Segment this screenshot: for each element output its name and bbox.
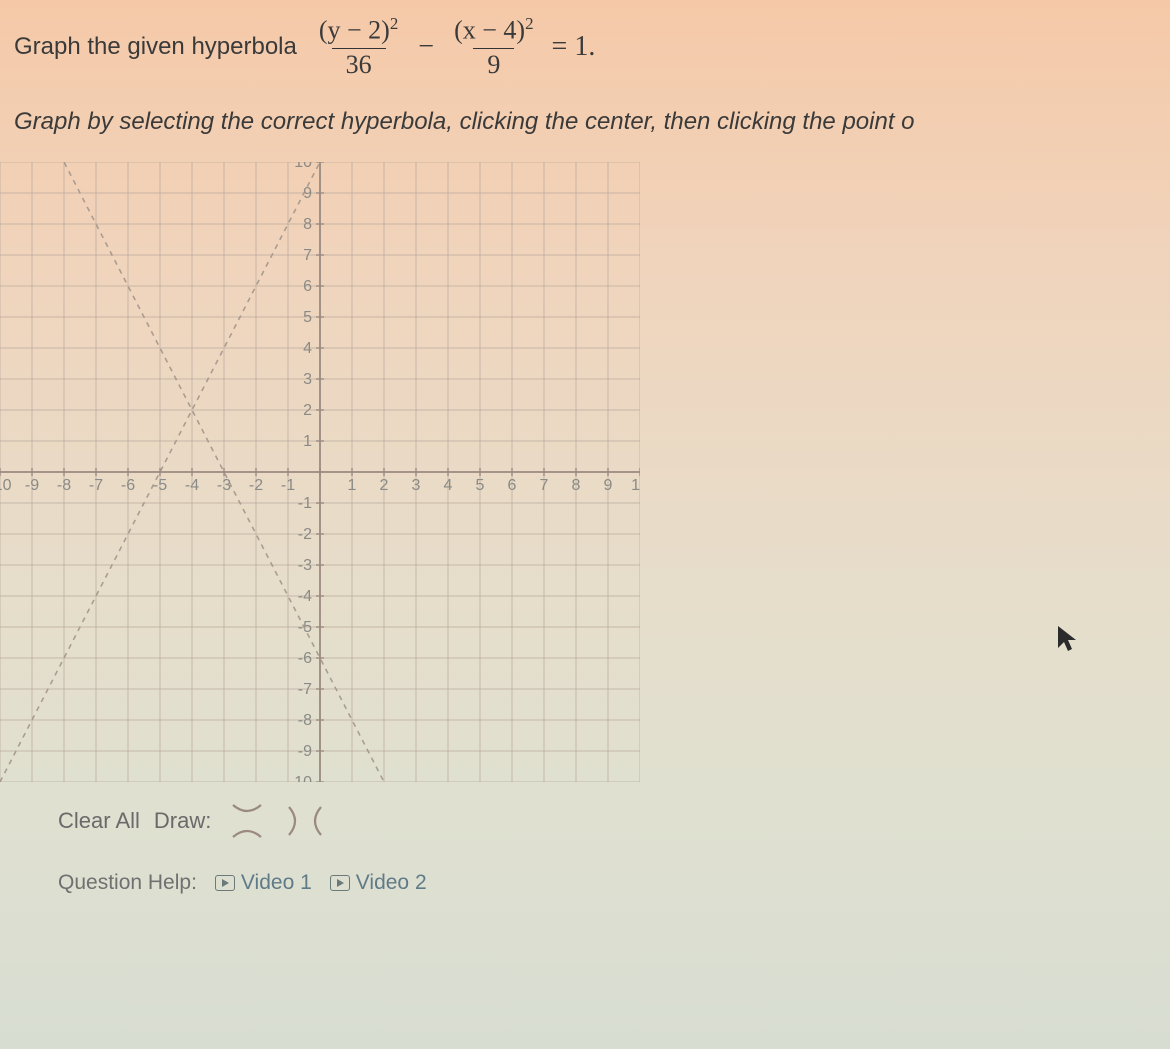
svg-text:-1: -1 — [281, 477, 295, 494]
svg-text:7: 7 — [540, 477, 549, 494]
svg-text:-10: -10 — [0, 477, 12, 494]
svg-text:-9: -9 — [25, 477, 39, 494]
svg-text:-6: -6 — [298, 650, 312, 667]
svg-text:6: 6 — [508, 477, 517, 494]
svg-text:-10: -10 — [289, 774, 312, 782]
draw-label: Draw: — [154, 808, 211, 834]
hyperbola-vertical-tool[interactable] — [225, 799, 269, 843]
graph-area[interactable]: -10-9-8-7-6-5-4-3-2-11234567891010987654… — [0, 162, 1170, 787]
svg-text:7: 7 — [303, 247, 312, 264]
svg-text:-7: -7 — [89, 477, 103, 494]
svg-text:3: 3 — [303, 371, 312, 388]
instruction-text: Graph by selecting the correct hyperbola… — [14, 108, 1170, 136]
svg-text:5: 5 — [476, 477, 485, 494]
svg-text:-1: -1 — [298, 495, 312, 512]
svg-text:8: 8 — [572, 477, 581, 494]
svg-text:2: 2 — [303, 402, 312, 419]
svg-text:6: 6 — [303, 278, 312, 295]
question-prompt: Graph the given hyperbola (y − 2)2 36 − … — [14, 14, 1170, 80]
svg-text:4: 4 — [303, 340, 312, 357]
svg-text:-2: -2 — [298, 526, 312, 543]
svg-text:-4: -4 — [185, 477, 199, 494]
svg-text:1: 1 — [303, 433, 312, 450]
svg-text:2: 2 — [380, 477, 389, 494]
svg-text:-9: -9 — [298, 743, 312, 760]
draw-toolbar: Clear All Draw: — [58, 799, 1170, 843]
svg-text:-3: -3 — [217, 477, 231, 494]
svg-text:-8: -8 — [57, 477, 71, 494]
fraction-2: (x − 4)2 9 — [448, 14, 539, 80]
svg-text:-2: -2 — [249, 477, 263, 494]
svg-text:5: 5 — [303, 309, 312, 326]
prompt-lead: Graph the given hyperbola — [14, 33, 297, 61]
svg-text:-7: -7 — [298, 681, 312, 698]
svg-text:4: 4 — [444, 477, 453, 494]
svg-text:3: 3 — [412, 477, 421, 494]
play-icon — [330, 875, 350, 891]
video-2-link[interactable]: Video 2 — [330, 871, 427, 895]
equals-one: = 1. — [552, 31, 596, 63]
cursor-icon — [1056, 624, 1078, 659]
svg-text:-6: -6 — [121, 477, 135, 494]
video-1-link[interactable]: Video 1 — [215, 871, 312, 895]
svg-text:-5: -5 — [153, 477, 167, 494]
svg-text:9: 9 — [604, 477, 613, 494]
question-help-label: Question Help: — [58, 871, 197, 895]
svg-text:10: 10 — [631, 477, 640, 494]
svg-text:10: 10 — [294, 162, 312, 171]
coordinate-grid[interactable]: -10-9-8-7-6-5-4-3-2-11234567891010987654… — [0, 162, 640, 782]
clear-all-button[interactable]: Clear All — [58, 808, 140, 834]
minus-op: − — [418, 31, 434, 63]
svg-text:-3: -3 — [298, 557, 312, 574]
svg-text:-4: -4 — [298, 588, 312, 605]
play-icon — [215, 875, 235, 891]
svg-text:1: 1 — [348, 477, 357, 494]
question-help-row: Question Help: Video 1 Video 2 — [58, 871, 1170, 895]
svg-text:-8: -8 — [298, 712, 312, 729]
svg-text:8: 8 — [303, 216, 312, 233]
fraction-1: (y − 2)2 36 — [313, 14, 404, 80]
hyperbola-horizontal-tool[interactable] — [283, 799, 327, 843]
